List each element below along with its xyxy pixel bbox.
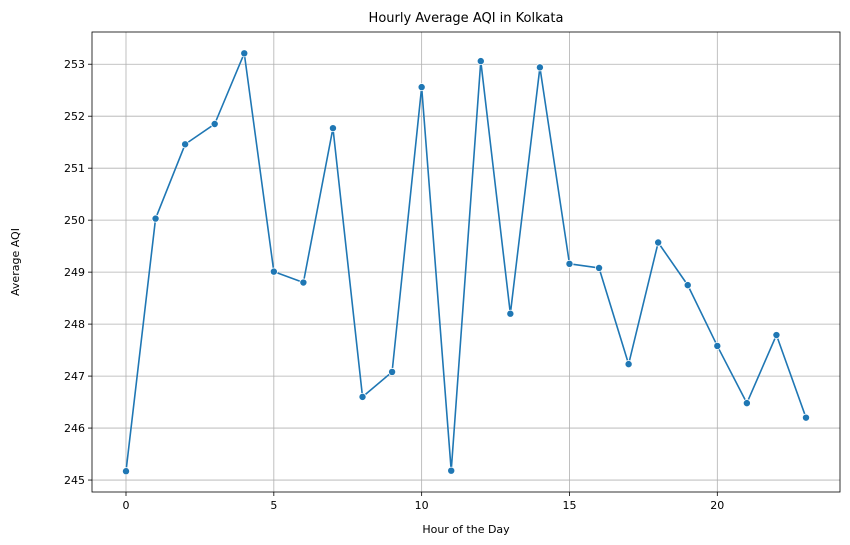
axis-ticks: 0 5 10 15 20 245 246 247 248 249 250 251 252 253 bbox=[64, 58, 724, 512]
data-point bbox=[683, 281, 692, 290]
x-axis-label: Hour of the Day bbox=[422, 523, 510, 536]
x-tick-label: 5 bbox=[270, 499, 277, 512]
data-point bbox=[328, 124, 337, 133]
y-tick-label: 250 bbox=[64, 214, 85, 227]
data-point bbox=[299, 278, 308, 287]
series-line bbox=[125, 52, 807, 472]
y-tick-label: 245 bbox=[64, 474, 85, 487]
y-tick-label: 247 bbox=[64, 370, 85, 383]
y-tick-label: 246 bbox=[64, 422, 85, 435]
data-point bbox=[210, 120, 219, 129]
data-point bbox=[654, 238, 663, 247]
data-point bbox=[802, 413, 811, 422]
data-point bbox=[624, 360, 633, 369]
y-axis-label: Average AQI bbox=[9, 228, 22, 296]
y-tick-label: 252 bbox=[64, 110, 85, 123]
data-point bbox=[417, 83, 426, 92]
data-point bbox=[181, 140, 190, 149]
y-tick-label: 251 bbox=[64, 162, 85, 175]
x-tick-label: 10 bbox=[415, 499, 429, 512]
data-point bbox=[240, 49, 249, 58]
data-point bbox=[269, 267, 278, 276]
y-tick-label: 249 bbox=[64, 266, 85, 279]
data-point bbox=[713, 341, 722, 350]
y-tick-label: 253 bbox=[64, 58, 85, 71]
data-point bbox=[565, 259, 574, 268]
data-point bbox=[447, 466, 456, 475]
plot-area-frame bbox=[91, 31, 841, 493]
x-tick-label: 20 bbox=[710, 499, 724, 512]
data-point bbox=[388, 367, 397, 376]
data-point bbox=[476, 57, 485, 66]
chart-title: Hourly Average AQI in Kolkata bbox=[369, 11, 564, 26]
y-tick-label: 248 bbox=[64, 318, 85, 331]
x-tick-label: 0 bbox=[123, 499, 130, 512]
series-group bbox=[122, 49, 811, 476]
data-point bbox=[151, 214, 160, 223]
data-point bbox=[358, 392, 367, 401]
data-point bbox=[742, 399, 751, 408]
data-point bbox=[506, 309, 515, 318]
data-point bbox=[595, 263, 604, 272]
data-point bbox=[122, 467, 131, 476]
data-point bbox=[535, 63, 544, 72]
x-tick-label: 15 bbox=[562, 499, 576, 512]
data-point bbox=[772, 331, 781, 340]
